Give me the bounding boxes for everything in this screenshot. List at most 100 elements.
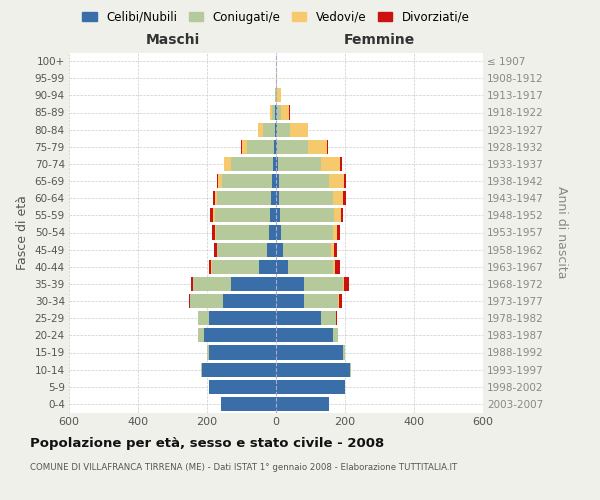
Bar (270, 106, 272, 120)
Bar (283, 242, 331, 256)
Bar (343, 346, 345, 360)
Bar (215, 208, 270, 222)
Bar (290, 122, 308, 136)
Bar (270, 208, 276, 222)
Bar (211, 260, 212, 274)
Bar (276, 242, 283, 256)
Bar (231, 157, 272, 171)
Bar (213, 208, 215, 222)
Bar (327, 140, 328, 154)
Bar (276, 174, 279, 188)
Bar (341, 208, 343, 222)
Bar (276, 311, 321, 325)
Bar (343, 277, 344, 291)
Bar (191, 277, 193, 291)
Bar (203, 328, 276, 342)
Bar (321, 311, 337, 325)
Bar (276, 122, 277, 136)
Bar (276, 260, 288, 274)
Bar (189, 294, 190, 308)
Bar (274, 140, 276, 154)
Bar (271, 191, 276, 205)
Bar (210, 208, 213, 222)
Bar (343, 191, 346, 205)
Bar (217, 242, 268, 256)
Bar (269, 226, 276, 239)
Bar (276, 328, 333, 342)
Bar (193, 277, 231, 291)
Text: Popolazione per età, sesso e stato civile - 2008: Popolazione per età, sesso e stato civil… (30, 438, 384, 450)
Bar (247, 140, 274, 154)
Bar (276, 106, 277, 120)
Bar (276, 346, 343, 360)
Bar (277, 122, 290, 136)
Bar (213, 191, 215, 205)
Bar (308, 140, 327, 154)
Bar (217, 174, 218, 188)
Bar (276, 397, 329, 411)
Bar (339, 294, 341, 308)
Bar (197, 311, 199, 325)
Bar (344, 174, 346, 188)
Bar (202, 362, 276, 376)
Text: Maschi: Maschi (145, 34, 200, 48)
Bar (258, 122, 263, 136)
Bar (276, 226, 281, 239)
Bar (280, 191, 333, 205)
Bar (215, 191, 217, 205)
Bar (344, 277, 349, 291)
Bar (268, 242, 276, 256)
Bar (333, 260, 335, 274)
Bar (288, 260, 333, 274)
Bar (278, 157, 321, 171)
Bar (276, 294, 304, 308)
Bar (280, 208, 334, 222)
Bar (321, 157, 340, 171)
Bar (224, 157, 231, 171)
Bar (276, 140, 277, 154)
Bar (276, 208, 280, 222)
Bar (276, 277, 304, 291)
Bar (241, 140, 247, 154)
Bar (350, 362, 351, 376)
Bar (222, 174, 272, 188)
Bar (289, 106, 290, 120)
Bar (209, 346, 276, 360)
Bar (277, 88, 281, 102)
Bar (329, 174, 344, 188)
Bar (334, 208, 341, 222)
Bar (276, 157, 278, 171)
Bar (281, 226, 333, 239)
Bar (212, 260, 259, 274)
Bar (209, 380, 276, 394)
Bar (190, 294, 223, 308)
Bar (231, 277, 276, 291)
Bar (276, 380, 345, 394)
Bar (207, 346, 209, 360)
Y-axis label: Anni di nascita: Anni di nascita (555, 186, 568, 279)
Bar (333, 328, 338, 342)
Bar (334, 242, 337, 256)
Bar (199, 328, 203, 342)
Legend: Celibi/Nubili, Coniugati/e, Vedovi/e, Divorziati/e: Celibi/Nubili, Coniugati/e, Vedovi/e, Di… (77, 6, 475, 28)
Bar (272, 174, 276, 188)
Bar (276, 362, 350, 376)
Bar (276, 191, 280, 205)
Bar (199, 311, 209, 325)
Bar (221, 397, 276, 411)
Text: COMUNE DI VILLAFRANCA TIRRENA (ME) - Dati ISTAT 1° gennaio 2008 - Elaborazione T: COMUNE DI VILLAFRANCA TIRRENA (ME) - Dat… (30, 462, 457, 471)
Bar (209, 311, 276, 325)
Bar (275, 122, 276, 136)
Y-axis label: Fasce di età: Fasce di età (16, 195, 29, 270)
Bar (277, 106, 281, 120)
Bar (214, 242, 217, 256)
Text: Femmine: Femmine (344, 34, 415, 48)
Bar (340, 157, 341, 171)
Bar (338, 294, 339, 308)
Bar (304, 294, 338, 308)
Bar (272, 157, 276, 171)
Bar (217, 191, 271, 205)
Bar (335, 260, 340, 274)
Bar (223, 294, 276, 308)
Bar (259, 260, 276, 274)
